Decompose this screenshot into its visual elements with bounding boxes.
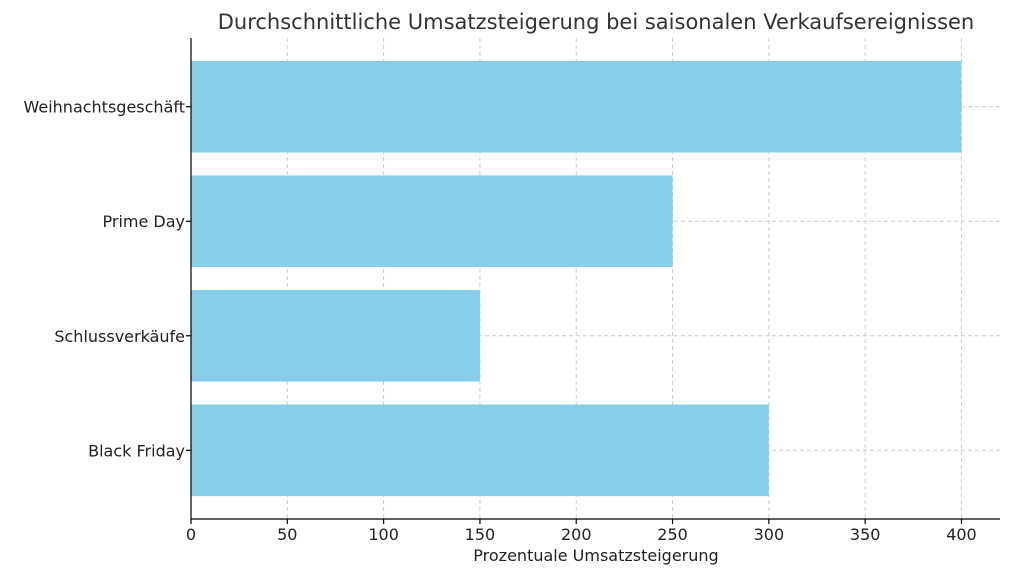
bar xyxy=(191,60,962,153)
y-tick-label: Black Friday xyxy=(88,441,185,460)
bar xyxy=(191,175,673,268)
ticks: 0 50 100 150 200 250 300 350 400 Black Friday Schl… xyxy=(23,98,976,544)
x-tick-label: 50 xyxy=(277,525,297,544)
x-tick-label: 0 xyxy=(186,525,196,544)
y-tick-label: Weihnachtsgeschäft xyxy=(23,98,185,117)
bar xyxy=(191,289,480,382)
bars xyxy=(191,60,962,497)
x-tick-label: 100 xyxy=(368,525,399,544)
chart-title: Durchschnittliche Umsatzsteigerung bei s… xyxy=(218,10,975,34)
x-tick-label: 250 xyxy=(657,525,688,544)
x-axis-label: Prozentuale Umsatzsteigerung xyxy=(473,546,718,565)
y-tick-label: Schlussverkäufe xyxy=(54,327,185,346)
x-tick-label: 350 xyxy=(850,525,881,544)
bar xyxy=(191,404,769,497)
x-tick-label: 300 xyxy=(754,525,785,544)
x-tick-label: 400 xyxy=(946,525,977,544)
x-tick-label: 150 xyxy=(465,525,496,544)
x-tick-label: 200 xyxy=(561,525,592,544)
y-tick-label: Prime Day xyxy=(103,212,186,231)
